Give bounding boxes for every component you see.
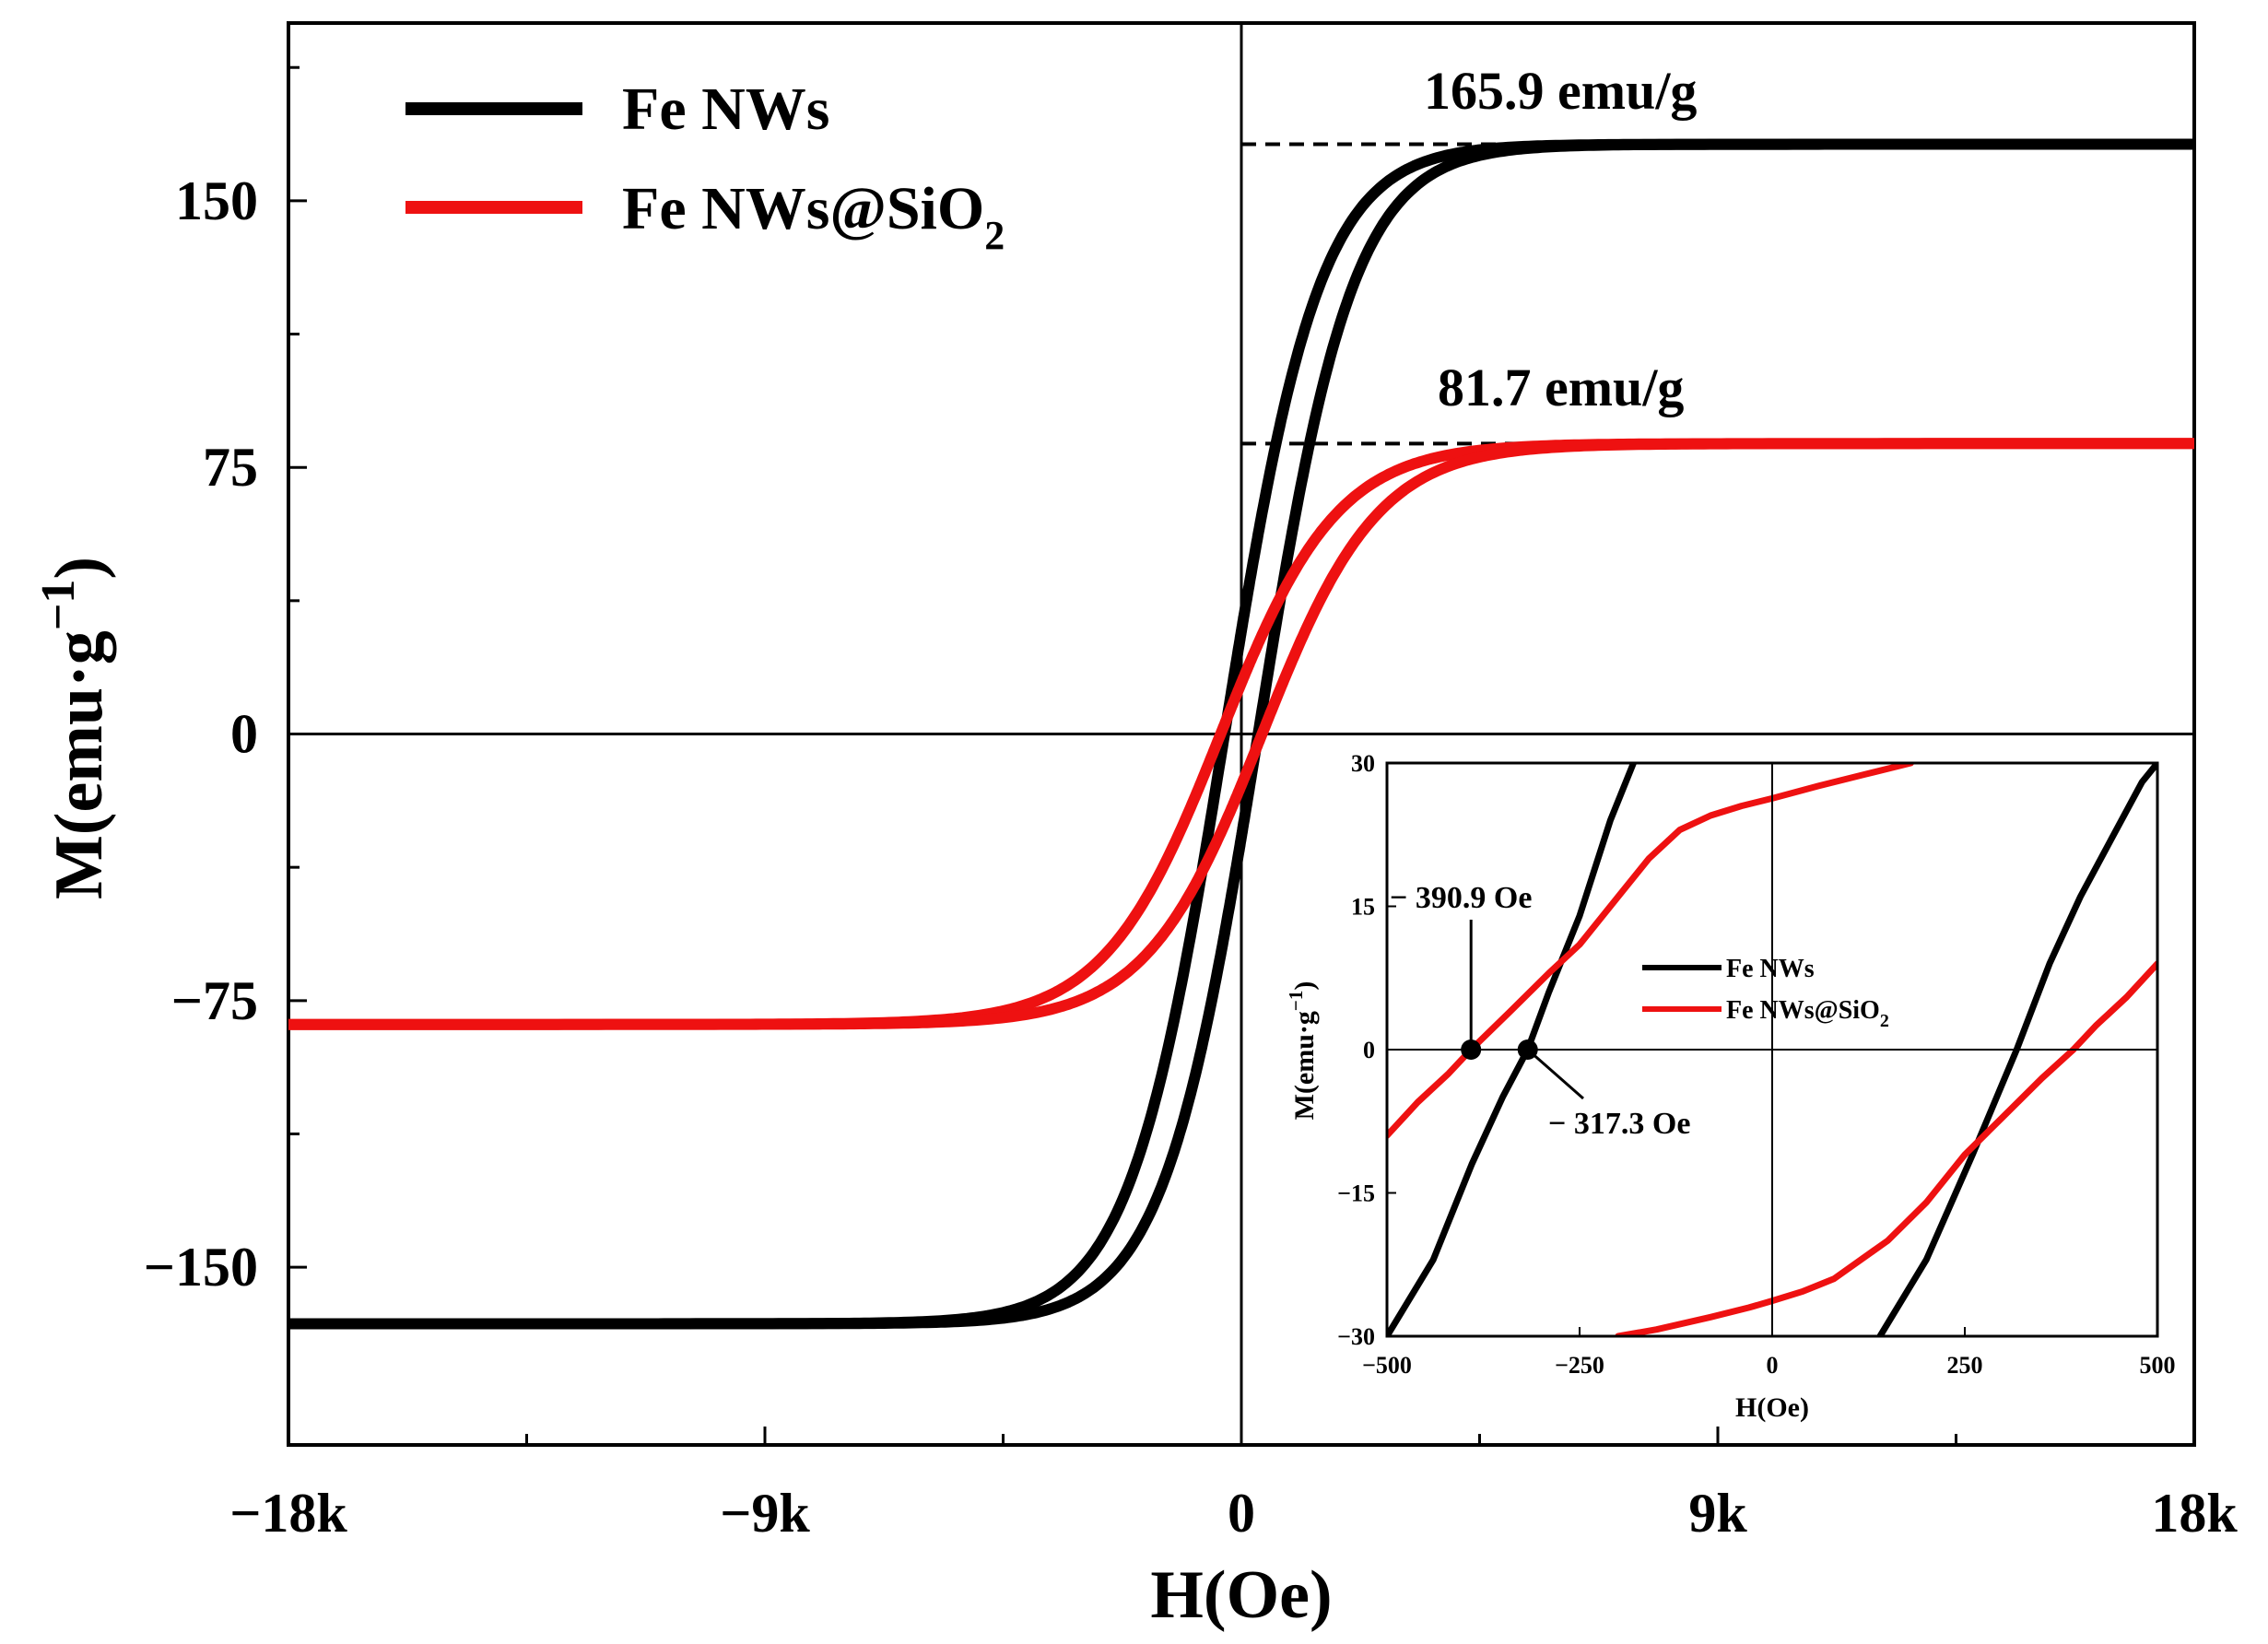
inset-coercivity-markers <box>1461 920 1584 1100</box>
inset-marker-hc-fe <box>1517 1039 1538 1060</box>
inset-leader-hc-fe <box>1526 1048 1584 1100</box>
main-legend-label-fe: Fe NWs <box>622 76 829 143</box>
main-y-tick-label-75: 75 <box>203 437 258 498</box>
inset-y-tick-label-30: −30 <box>1337 1323 1375 1350</box>
inset-y-tick-label-0: 0 <box>1363 1037 1375 1063</box>
main-y-tick-label-75: −75 <box>171 970 258 1031</box>
inset-x-tick-label-250: −250 <box>1555 1352 1604 1379</box>
main-curves <box>288 138 2194 1330</box>
inset-legend: Fe NWs Fe NWs@SiO2 <box>1642 955 1889 1031</box>
inset-y-tick-label-15: 15 <box>1351 894 1375 921</box>
main-annotation-ms-fe: 165.9 emu/g <box>1424 61 1697 121</box>
inset-x-tick-label-250: 250 <box>1947 1352 1983 1379</box>
main-x-axis-title: H(Oe) <box>1150 1557 1332 1633</box>
inset-annotation-hc-fe: − 317.3 Oe <box>1548 1107 1690 1141</box>
main-x-tick-label-0: 0 <box>1228 1483 1255 1544</box>
main-series-fe-nws-sio2-ascending <box>288 438 2194 1030</box>
main-annotation-ms-sio2: 81.7 emu/g <box>1438 358 1684 417</box>
inset-x-tick-label-500: −500 <box>1362 1352 1412 1379</box>
inset-x-axis-title: H(Oe) <box>1735 1392 1809 1423</box>
inset-y-axis-title: M(emu·g−1) <box>1285 981 1320 1121</box>
main-legend-label-sio2: Fe NWs@SiO2 <box>622 175 1005 258</box>
main-x-tick-label-18k: −18k <box>229 1483 347 1544</box>
main-y-axis-title: M(emu·g−1) <box>32 557 117 899</box>
inset-legend-label-sio2: Fe NWs@SiO2 <box>1726 996 1889 1031</box>
main-series-fe-nws-ascending <box>288 138 2194 1330</box>
main-y-tick-label-150: −150 <box>144 1237 258 1298</box>
main-y-tick-label-0: 0 <box>230 704 258 765</box>
inset-ticks: −500 −250 0 250 500 30 15 0 −15 −30 <box>1337 750 2175 1379</box>
inset-annotation-hc-sio2: − 390.9 Oe <box>1390 881 1532 915</box>
inset-legend-label-fe: Fe NWs <box>1726 955 1815 983</box>
inset-y-tick-label-15: −15 <box>1337 1180 1375 1207</box>
inset-series-fe-nws-branch-1 <box>1876 763 2157 1336</box>
inset-chart: −500 −250 0 250 500 30 15 0 −15 −30 Fe NWs Fe NWs… <box>1285 750 2176 1423</box>
inset-series-fe-nws-sio2-branch-1 <box>1615 960 2157 1336</box>
main-x-tick-label-9k: −9k <box>720 1483 810 1544</box>
main-x-tick-label-9k: 9k <box>1688 1483 1747 1544</box>
inset-x-tick-label-500: 500 <box>2140 1352 2176 1379</box>
inset-x-tick-label-0: 0 <box>1767 1352 1779 1379</box>
main-x-tick-label-18k: 18k <box>2151 1483 2238 1544</box>
inset-y-tick-label-30: 30 <box>1351 750 1375 777</box>
inset-series-fe-nws-sio2-branch-0 <box>1387 763 1914 1139</box>
main-legend: Fe NWs Fe NWs@SiO2 <box>405 76 1005 258</box>
main-y-tick-label-150: 150 <box>175 170 258 231</box>
inset-marker-hc-sio2 <box>1461 1039 1482 1060</box>
